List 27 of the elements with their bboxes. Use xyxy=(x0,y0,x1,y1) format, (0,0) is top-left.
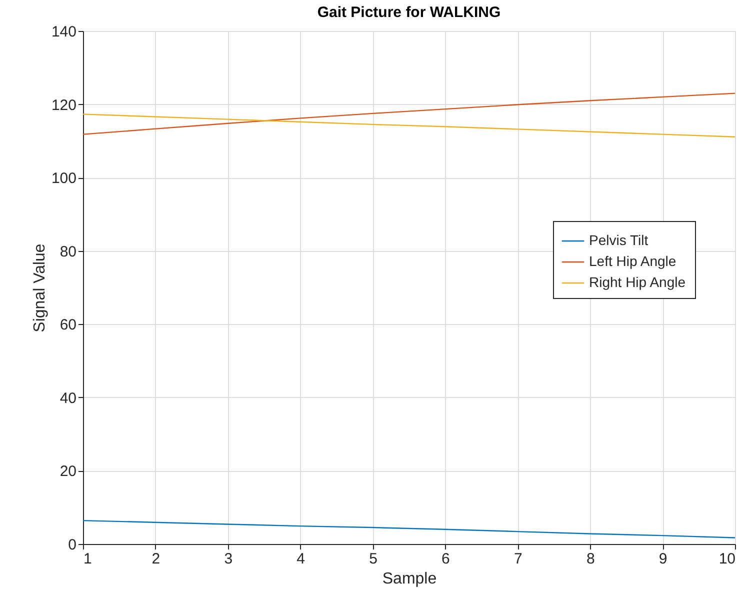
y-tick-label: 20 xyxy=(60,463,76,480)
x-tick-label: 3 xyxy=(224,550,233,568)
x-axis-title: Sample xyxy=(382,570,437,588)
legend-label: Pelvis Tilt xyxy=(589,232,648,248)
line-series xyxy=(82,92,736,135)
legend-label: Right Hip Angle xyxy=(589,274,686,290)
legend-label: Left Hip Angle xyxy=(589,253,676,269)
y-tick-label: 100 xyxy=(51,170,76,188)
y-tick-label: 80 xyxy=(60,243,76,260)
y-tick-label: 120 xyxy=(51,96,76,114)
y-axis-title: Signal Value xyxy=(31,244,48,332)
x-tick-label: 4 xyxy=(296,550,306,568)
y-tick-label: 140 xyxy=(51,24,76,40)
x-tick-label: 6 xyxy=(442,550,450,568)
x-tick-label: 10 xyxy=(718,550,736,568)
x-tick-label: 9 xyxy=(658,550,668,568)
y-tick-label: 0 xyxy=(68,536,76,554)
x-tick-label: 5 xyxy=(369,550,378,568)
chart-title: Gait Picture for WALKING xyxy=(317,4,501,21)
x-tick-label: 2 xyxy=(152,550,160,568)
x-tick-label: 7 xyxy=(514,550,522,568)
y-tick-label: 60 xyxy=(60,316,76,334)
x-tick-label: 1 xyxy=(84,550,92,568)
line-series xyxy=(82,114,736,138)
line-series xyxy=(82,520,736,538)
x-tick-label: 8 xyxy=(586,550,595,568)
y-tick-label: 40 xyxy=(60,390,76,407)
